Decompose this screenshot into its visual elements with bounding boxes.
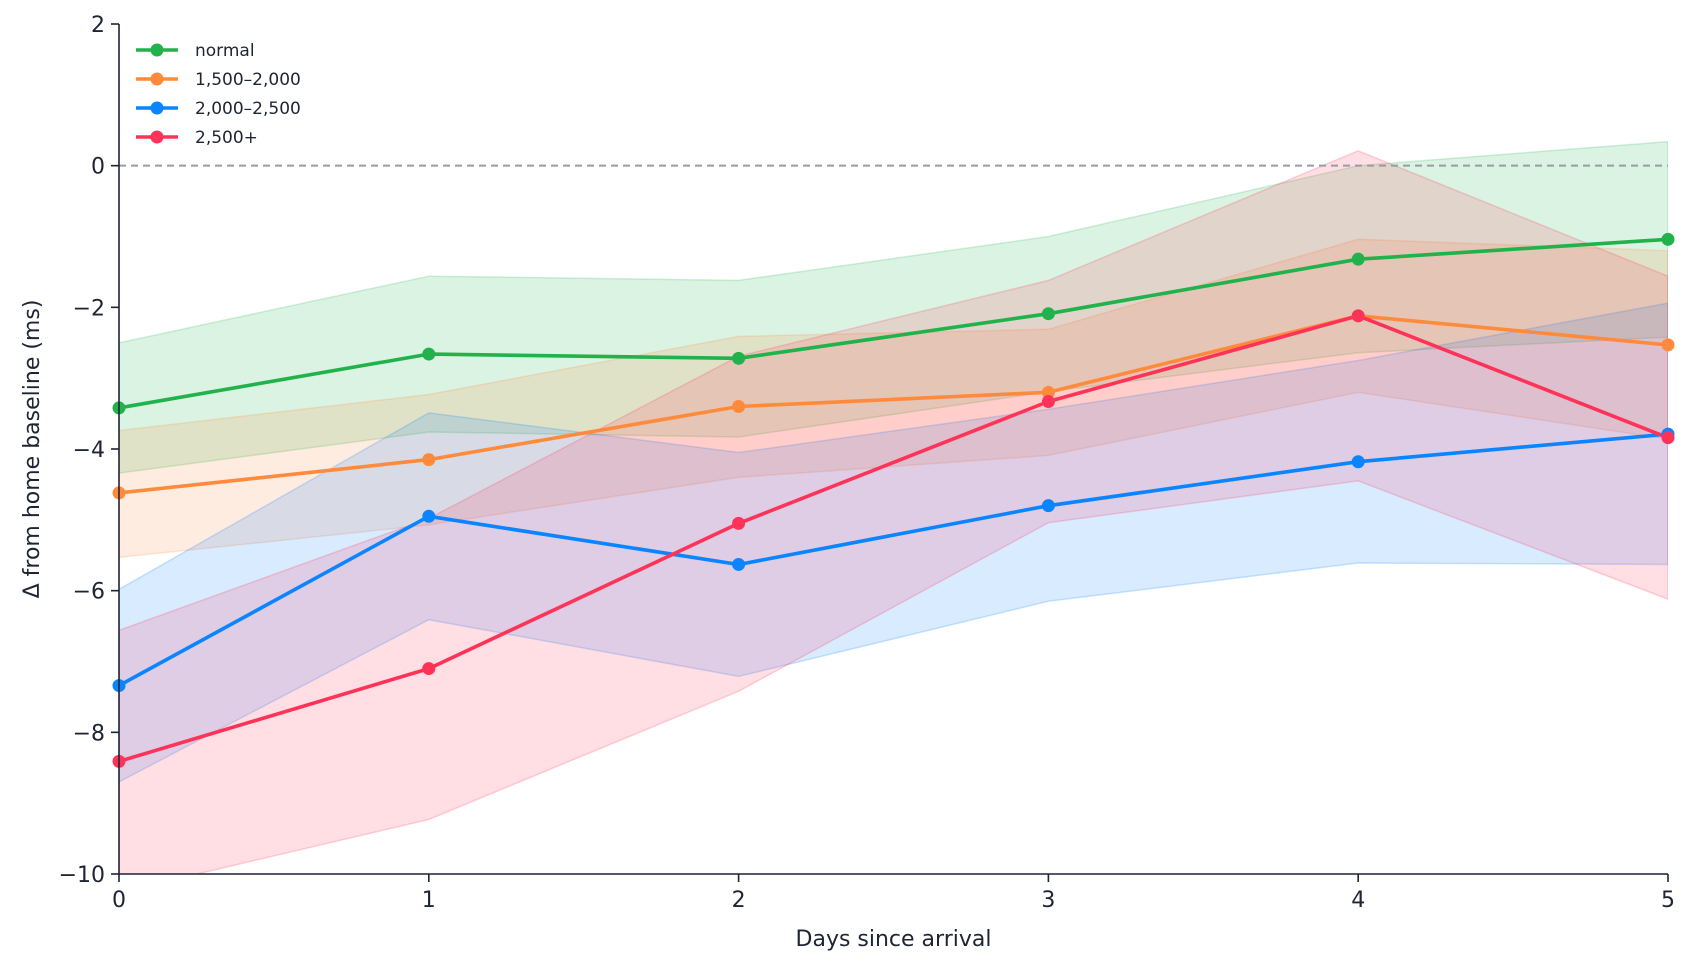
y-tick-label: 0 — [91, 155, 105, 180]
series-1-band — [119, 140, 1668, 474]
series-4-point — [422, 662, 436, 676]
y-tick-label: −2 — [73, 296, 105, 321]
x-axis-label: Days since arrival — [796, 927, 992, 952]
series-2-point — [1661, 338, 1675, 352]
legend-label: normal — [195, 41, 255, 61]
y-tick-label: −6 — [73, 580, 105, 605]
x-tick-label: 3 — [1041, 888, 1055, 913]
series-4-point — [1661, 431, 1675, 445]
series-1-point — [1661, 232, 1675, 246]
series-3-point — [732, 557, 746, 571]
series-3-point — [1041, 499, 1055, 513]
y-tick-label: −4 — [73, 438, 105, 463]
series-4-point — [1351, 309, 1365, 323]
y-axis-label: Δ from home baseline (ms) — [20, 300, 45, 599]
series-2-point — [732, 400, 746, 413]
legend-item: 2,000–2,500 — [136, 99, 301, 119]
legend-item: 1,500–2,000 — [136, 70, 301, 90]
x-tick-label: 1 — [422, 888, 436, 913]
series-2-point — [1041, 385, 1055, 399]
legend-swatch-marker — [150, 43, 164, 57]
series-1-line — [118, 237, 1669, 410]
series-lines — [118, 237, 1669, 764]
series-1-point — [422, 347, 436, 361]
legend-label: 1,500–2,000 — [195, 70, 301, 90]
x-axis-ticks: 0 1 2 3 4 5 — [112, 874, 1675, 913]
series-3-band — [119, 302, 1668, 783]
legend-item: 2,500+ — [136, 128, 258, 148]
legend-swatch-marker — [150, 101, 164, 115]
y-tick-label: −8 — [73, 721, 105, 746]
x-tick-label: 2 — [732, 888, 746, 913]
series-3-point — [1351, 455, 1365, 469]
legend-item: normal — [136, 41, 255, 61]
series-1-point — [1041, 307, 1055, 321]
series-1-point — [732, 351, 746, 365]
legend-swatch-marker — [150, 72, 164, 86]
y-tick-label: 2 — [91, 13, 105, 38]
series-4-point — [732, 516, 746, 530]
legend: normal 1,500–2,000 2,000–2,500 2,500+ — [136, 41, 301, 148]
series-2-point — [422, 453, 436, 467]
legend-label: 2,500+ — [195, 128, 258, 148]
series-4-point — [1041, 395, 1055, 409]
legend-label: 2,000–2,500 — [195, 99, 301, 119]
x-tick-label: 4 — [1351, 888, 1365, 913]
series-3-line — [118, 432, 1669, 688]
series-markers — [112, 232, 1675, 768]
x-tick-label: 0 — [112, 888, 126, 913]
series-4-line — [118, 313, 1669, 764]
legend-swatch-marker — [150, 130, 164, 144]
y-axis-ticks: −10 −8 −6 −4 −2 0 2 — [59, 13, 119, 888]
y-tick-label: −10 — [59, 863, 105, 888]
x-tick-label: 5 — [1661, 888, 1675, 913]
confidence-bands — [119, 140, 1668, 874]
series-1-point — [1351, 252, 1365, 266]
series-2-line — [118, 313, 1669, 495]
series-3-point — [422, 509, 436, 523]
